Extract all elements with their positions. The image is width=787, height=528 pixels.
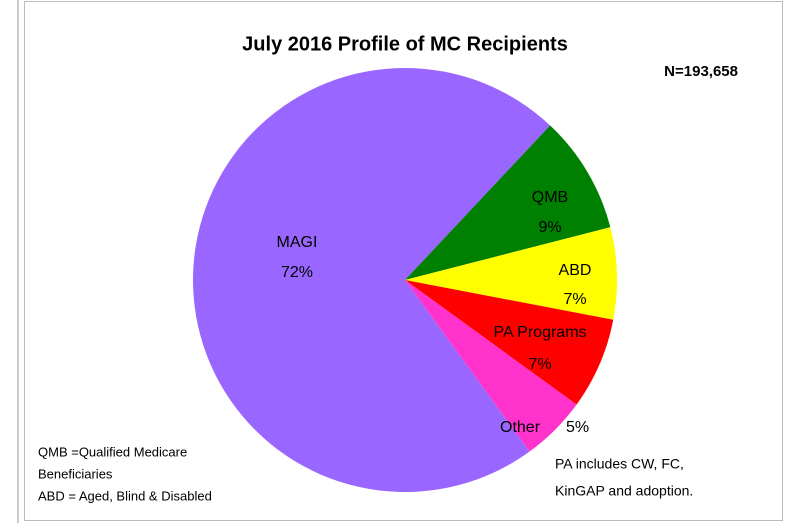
pie-slice [405, 227, 618, 320]
pie-slice [193, 68, 551, 493]
pie-slice [405, 280, 614, 405]
slice-value-label: 72% [281, 264, 313, 281]
slice-label: MAGI [277, 234, 318, 251]
slice-label: Other [500, 419, 541, 436]
slice-value-label: 7% [528, 356, 551, 373]
pie-slice [405, 280, 577, 452]
chart-title: July 2016 Profile of MC Recipients [242, 33, 568, 55]
slice-label: QMB [532, 189, 568, 206]
chart-frame [24, 1, 783, 521]
chart-subtitle: N=193,658 [664, 63, 738, 80]
annotation: PA includes CW, FC, [555, 456, 684, 472]
slice-value-label: 7% [563, 291, 586, 308]
annotation: Beneficiaries [38, 466, 113, 481]
annotation: ABD = Aged, Blind & Disabled [38, 488, 212, 503]
pie-slice [405, 125, 611, 280]
slice-value-label: 9% [538, 219, 561, 236]
annotation: KinGAP and adoption. [555, 483, 693, 499]
pie [193, 68, 618, 493]
annotation: QMB =Qualified Medicare [38, 444, 187, 459]
slice-label: PA Programs [493, 324, 586, 341]
slice-label: ABD [559, 262, 592, 279]
slice-value-label: 5% [566, 419, 589, 436]
